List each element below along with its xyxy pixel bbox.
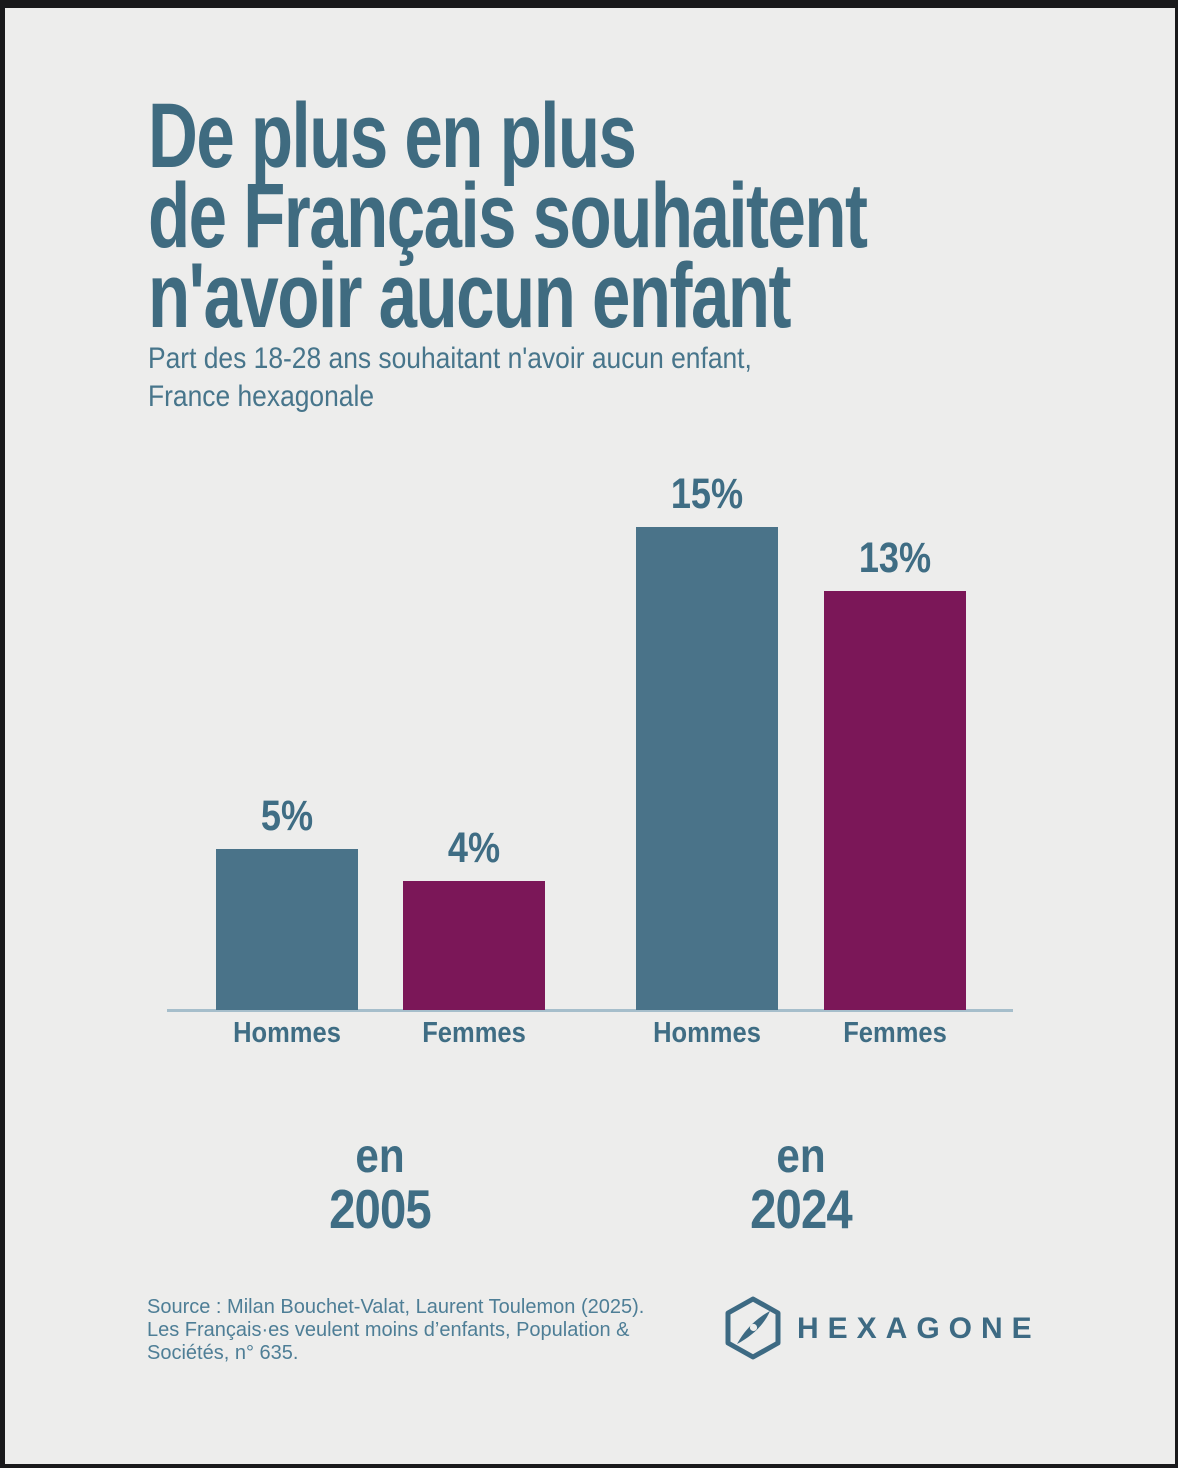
value-label-femmes-2005: 4% xyxy=(447,824,501,872)
card-background xyxy=(5,8,1175,1464)
category-label-hommes-2024: Hommes xyxy=(653,1017,761,1049)
bar-femmes-2024 xyxy=(824,591,966,1010)
bar-hommes-2024 xyxy=(636,527,778,1010)
value-label-hommes-2005: 5% xyxy=(260,792,314,840)
category-label-femmes-2024: Femmes xyxy=(843,1017,947,1049)
group-label-2005: en 2005 xyxy=(230,1130,530,1240)
category-label-hommes-2005: Hommes xyxy=(233,1017,341,1049)
group-label-2005-year: 2005 xyxy=(329,1178,432,1240)
compass-hexagon-icon xyxy=(725,1296,781,1360)
chart-subtitle: Part des 18-28 ans souhaitant n'avoir au… xyxy=(148,342,752,413)
category-label-femmes-2005: Femmes xyxy=(422,1017,526,1049)
group-label-2005-prefix: en xyxy=(355,1130,405,1183)
chart-title: De plus en plus de Français souhaitent n… xyxy=(148,85,868,347)
x-axis-line xyxy=(167,1009,1013,1012)
logo-wordmark: HEXAGONE xyxy=(797,1312,1041,1345)
hexagone-logo: HEXAGONE xyxy=(724,1296,1041,1360)
value-label-hommes-2024: 15% xyxy=(670,470,744,518)
bar-femmes-2005 xyxy=(403,881,545,1010)
source-text: Source : Milan Bouchet-Valat, Laurent To… xyxy=(147,1296,645,1364)
group-label-2024-prefix: en xyxy=(776,1130,826,1183)
value-label-femmes-2024: 13% xyxy=(858,534,932,582)
bar-hommes-2005 xyxy=(216,849,358,1010)
group-label-2024: en 2024 xyxy=(651,1130,951,1240)
group-label-2024-year: 2024 xyxy=(750,1178,853,1240)
